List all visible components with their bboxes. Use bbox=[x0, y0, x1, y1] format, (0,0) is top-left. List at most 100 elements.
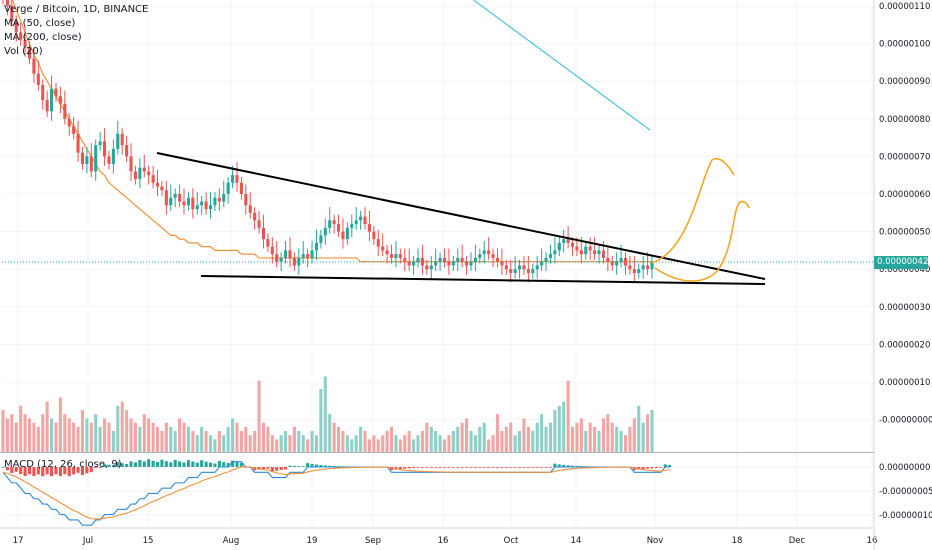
candle-body bbox=[125, 145, 129, 157]
macd-histogram-bar bbox=[173, 459, 177, 467]
candle-body bbox=[195, 205, 199, 210]
volume-bar bbox=[597, 431, 601, 452]
macd-histogram-bar bbox=[72, 467, 76, 475]
macd-histogram-bar bbox=[45, 467, 49, 475]
price-tick-label: -0.00000000 bbox=[879, 416, 932, 426]
candle-body bbox=[641, 265, 645, 270]
macd-histogram-bar bbox=[504, 467, 508, 468]
macd-histogram-bar bbox=[513, 467, 517, 468]
volume-bar bbox=[169, 426, 173, 452]
macd-histogram-bar bbox=[58, 467, 62, 477]
volume-bar bbox=[491, 435, 495, 452]
candle-body bbox=[27, 47, 32, 59]
macd-histogram-bar bbox=[94, 467, 98, 468]
macd-histogram-bar bbox=[89, 467, 93, 473]
candle-body bbox=[553, 250, 557, 255]
volume-bar bbox=[85, 418, 89, 452]
candle-body bbox=[147, 171, 151, 176]
candle-body bbox=[67, 118, 71, 127]
macd-histogram-bar bbox=[659, 467, 663, 468]
volume-bar bbox=[429, 426, 433, 452]
volume-bar bbox=[275, 439, 279, 452]
macd-histogram-bar bbox=[553, 463, 557, 467]
volume-bar bbox=[89, 422, 93, 452]
price-tick-label: 0.00000070 bbox=[879, 152, 930, 162]
macd-histogram-bar bbox=[76, 467, 80, 473]
candle-body bbox=[341, 231, 345, 240]
volume-bar bbox=[425, 422, 429, 452]
volume-bar bbox=[646, 414, 650, 452]
ma50-line bbox=[11, 0, 652, 263]
candle-body bbox=[535, 265, 539, 270]
candle-body bbox=[80, 152, 85, 164]
volume-bar bbox=[67, 418, 71, 452]
macd-histogram-bar bbox=[509, 467, 513, 468]
volume-bar bbox=[367, 439, 371, 452]
volume-bar bbox=[257, 380, 261, 452]
candle-body bbox=[257, 220, 261, 228]
macd-histogram-bar bbox=[63, 467, 67, 475]
macd-legend[interactable]: MACD (12, 26, close, 9) bbox=[4, 459, 122, 470]
volume-bar bbox=[173, 431, 177, 452]
volume-bar bbox=[575, 422, 579, 452]
volume-bar bbox=[345, 435, 349, 452]
macd-histogram-bar bbox=[279, 467, 283, 470]
candle-body bbox=[310, 250, 314, 258]
volume-bar bbox=[142, 414, 146, 452]
candle-body bbox=[442, 257, 447, 262]
volume-bar bbox=[389, 426, 394, 452]
candle-body bbox=[301, 254, 305, 258]
candle-body bbox=[23, 39, 27, 48]
volume-bar bbox=[504, 426, 508, 452]
macd-histogram-bar bbox=[469, 467, 473, 468]
macd-histogram-bar bbox=[323, 465, 327, 467]
volume-bars bbox=[1, 376, 654, 452]
candle-body bbox=[41, 84, 45, 100]
volume-bar bbox=[191, 431, 195, 452]
volume-bar bbox=[319, 389, 323, 452]
macd-histogram-bar bbox=[208, 462, 213, 467]
volume-bar bbox=[588, 422, 592, 452]
volume-bar bbox=[619, 431, 623, 452]
volume-bar bbox=[111, 431, 115, 452]
volume-bar bbox=[288, 435, 292, 452]
volume-bar bbox=[244, 426, 248, 452]
macd-histogram-bar bbox=[328, 465, 332, 467]
macd-histogram-bar bbox=[482, 467, 486, 468]
volume-bar bbox=[641, 422, 645, 452]
volume-bar bbox=[359, 426, 363, 452]
macd-histogram-bar bbox=[650, 467, 654, 469]
volume-bar bbox=[23, 414, 27, 452]
volume-bar bbox=[226, 426, 230, 452]
volume-bar bbox=[610, 422, 614, 452]
volume-bar bbox=[557, 405, 561, 452]
candle-body bbox=[297, 257, 301, 266]
candle-body bbox=[336, 224, 341, 232]
volume-bar bbox=[570, 426, 575, 452]
volume-bar bbox=[650, 410, 654, 452]
price-tick-label: 0.00000100 bbox=[879, 40, 930, 50]
candle-body bbox=[597, 250, 601, 255]
volume-bar bbox=[518, 431, 522, 452]
macd-histogram-bar bbox=[478, 467, 482, 468]
macd-histogram-bar bbox=[456, 467, 460, 468]
macd-histogram-bar bbox=[111, 465, 115, 467]
macd-histogram-bar bbox=[41, 467, 45, 477]
macd-histogram-bar bbox=[394, 467, 398, 470]
ma50-legend[interactable]: MA (50, close) bbox=[4, 18, 76, 29]
date-tick-label: Aug bbox=[223, 536, 240, 546]
macd-histogram-bar bbox=[495, 467, 500, 468]
macd-histogram-bar bbox=[239, 462, 243, 467]
price-tick-label: 0.00000110 bbox=[879, 2, 930, 12]
volume-bar bbox=[394, 435, 398, 452]
macd-tick-label: -0.00000010 bbox=[879, 511, 932, 521]
macd-histogram-bar bbox=[284, 467, 288, 470]
ma200-legend[interactable]: MA (200, close) bbox=[4, 32, 82, 43]
volume-bar bbox=[447, 435, 451, 452]
candle-body bbox=[354, 220, 358, 225]
volume-legend[interactable]: Vol (20) bbox=[4, 46, 43, 57]
volume-bar bbox=[332, 422, 336, 452]
candle-body bbox=[544, 257, 548, 262]
volume-bar bbox=[102, 418, 107, 452]
